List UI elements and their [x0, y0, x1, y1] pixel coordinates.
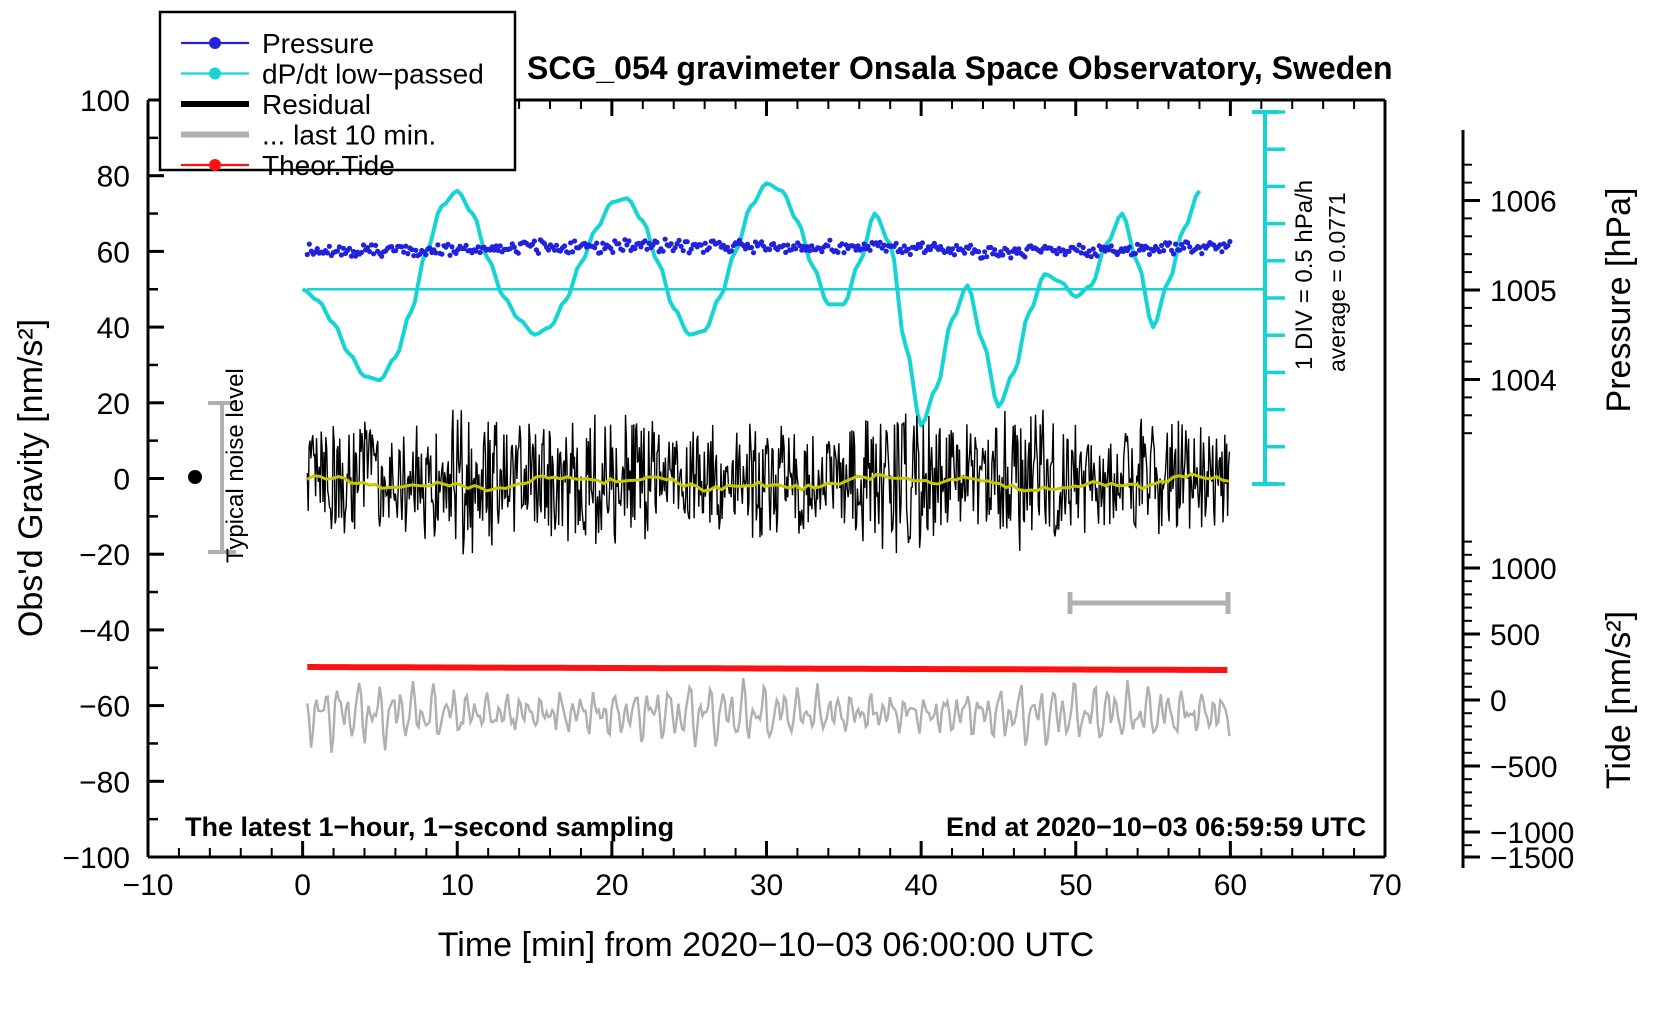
tide-tick-label: −1000: [1490, 817, 1574, 850]
footer-right: End at 2020−10−03 06:59:59 UTC: [946, 812, 1366, 842]
legend-item: dP/dt low−passed: [181, 59, 484, 90]
left-axis-ticks: 100 80 60 40 20 0 −20 −40 −60 −80 −100: [62, 85, 164, 875]
bottom-tick-label: 40: [904, 869, 937, 902]
tide-tick-label: 1000: [1490, 553, 1557, 586]
pressure-tick-label: 1006: [1490, 186, 1557, 219]
typical-noise-level-marker: [188, 401, 236, 554]
legend-label: Residual: [262, 89, 371, 120]
tide-tick-label: 0: [1490, 685, 1507, 718]
dpdt-average-label: average = 0.0771: [1324, 192, 1350, 372]
left-tick-label: 0: [113, 464, 130, 497]
legend-label: dP/dt low−passed: [262, 59, 484, 90]
left-axis-title: Obs'd Gravity [nm/s²]: [12, 319, 50, 637]
legend-item: ... last 10 min.: [181, 120, 436, 151]
bottom-tick-label: 20: [595, 869, 628, 902]
tide-tick-label: 500: [1490, 619, 1540, 652]
legend-item: Residual: [181, 89, 371, 120]
left-tick-label: 100: [80, 85, 130, 118]
pressure-tick-label: 1005: [1490, 275, 1557, 308]
page-title: SCG_054 gravimeter Onsala Space Observat…: [527, 50, 1393, 86]
legend-item: Pressure: [181, 28, 374, 59]
tide-tick-label: −1500: [1490, 842, 1574, 875]
right-axis-ticks: 1006 1005 1004 1000 500 0 −500 −1000−1500: [1463, 163, 1574, 875]
bottom-axis-title: Time [min] from 2020−10−03 06:00:00 UTC: [438, 926, 1094, 964]
residual-smooth-trace: [306, 472, 1230, 493]
tide-tick-label: −500: [1490, 751, 1558, 784]
bottom-tick-label: 60: [1214, 869, 1247, 902]
bottom-tick-label: 0: [294, 869, 311, 902]
left-tick-label: 40: [97, 312, 130, 345]
typical-noise-level-label: Typical noise level: [222, 368, 249, 563]
dpdt-trace: [301, 181, 1202, 428]
dpdt-scale-label: 1 DIV = 0.5 hPa/h: [1291, 180, 1318, 370]
bottom-tick-label: 50: [1059, 869, 1092, 902]
left-tick-label: −60: [79, 691, 130, 724]
legend-label: ... last 10 min.: [262, 120, 436, 151]
theor-tide-trace: [307, 664, 1228, 673]
left-tick-label: 20: [97, 388, 130, 421]
data-traces: [301, 181, 1265, 753]
bottom-axis-ticks: −10 0 10 20 30 40 50 60 70: [123, 100, 1402, 902]
left-tick-label: 60: [97, 236, 130, 269]
left-tick-label: −100: [62, 842, 130, 875]
dpdt-scale-bar: [1252, 110, 1285, 486]
right-pressure-axis-title: Pressure [hPa]: [1600, 188, 1638, 413]
left-tick-label: −20: [79, 539, 130, 572]
legend-box: [158, 10, 517, 172]
bottom-tick-label: −10: [123, 869, 174, 902]
pressure-tick-label: 1004: [1490, 365, 1557, 398]
bottom-tick-label: 30: [750, 869, 783, 902]
legend-label: Pressure: [262, 28, 374, 59]
last10-scale-bar: [1067, 592, 1231, 614]
left-tick-label: 80: [97, 161, 130, 194]
residual-trace: [306, 409, 1231, 555]
legend-label: Theor.Tide: [262, 150, 395, 181]
footer-left: The latest 1−hour, 1−second sampling: [185, 812, 674, 842]
last10min-trace: [306, 677, 1231, 753]
left-tick-label: −40: [79, 615, 130, 648]
bottom-tick-label: 70: [1368, 869, 1401, 902]
bottom-tick-label: 10: [441, 869, 474, 902]
left-tick-label: −80: [79, 766, 130, 799]
right-tide-axis-title: Tide [nm/s²]: [1600, 611, 1638, 789]
legend-item: Theor.Tide: [181, 150, 395, 181]
